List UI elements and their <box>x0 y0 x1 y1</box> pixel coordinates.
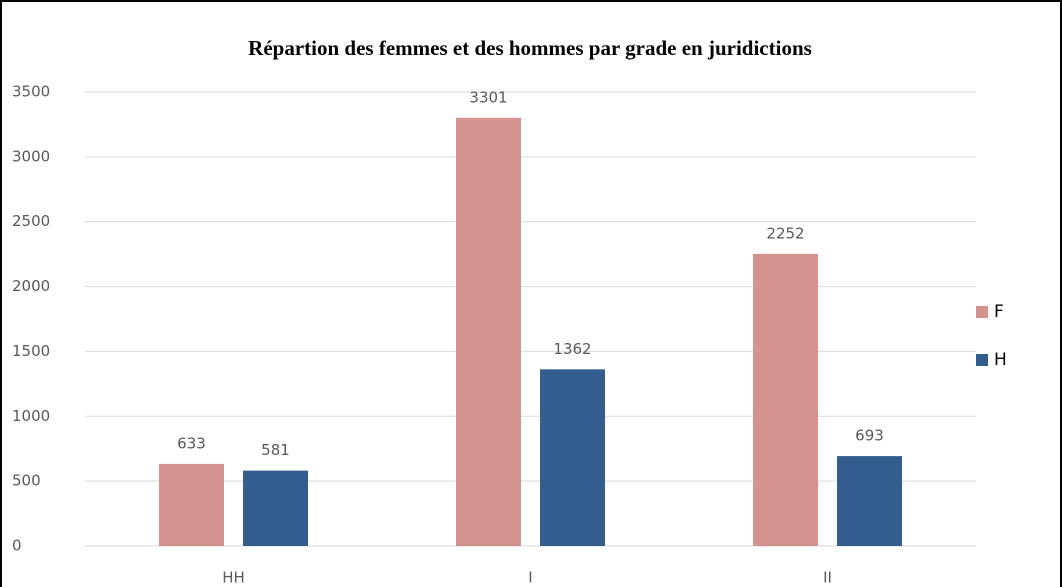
bar <box>540 369 605 546</box>
x-tick-label: I <box>528 569 532 587</box>
data-label: 2252 <box>766 224 804 242</box>
y-tick-label: 3000 <box>12 147 50 165</box>
bar <box>243 470 308 546</box>
y-tick-label: 3500 <box>12 83 50 101</box>
y-tick-label: 2500 <box>12 212 50 230</box>
data-label: 633 <box>177 434 206 452</box>
x-tick-label: II <box>823 569 832 587</box>
bar <box>837 456 902 546</box>
y-tick-label: 2000 <box>12 277 50 295</box>
data-label: 581 <box>261 441 290 459</box>
y-tick-label: 500 <box>12 472 41 490</box>
chart-title: Répartion des femmes et des hommes par g… <box>248 36 812 60</box>
bar <box>159 463 224 546</box>
x-tick-label: HH <box>222 569 245 587</box>
bar <box>753 253 818 546</box>
legend-label: H <box>994 350 1007 370</box>
bar <box>456 117 521 546</box>
data-label: 1362 <box>553 340 591 358</box>
legend-swatch <box>976 306 988 318</box>
y-tick-label: 0 <box>12 537 22 555</box>
y-tick-label: 1500 <box>12 342 50 360</box>
legend-label: F <box>994 302 1004 322</box>
data-label: 693 <box>855 427 884 445</box>
y-tick-label: 1000 <box>12 407 50 425</box>
legend-swatch <box>976 354 988 366</box>
data-label: 3301 <box>469 88 507 106</box>
